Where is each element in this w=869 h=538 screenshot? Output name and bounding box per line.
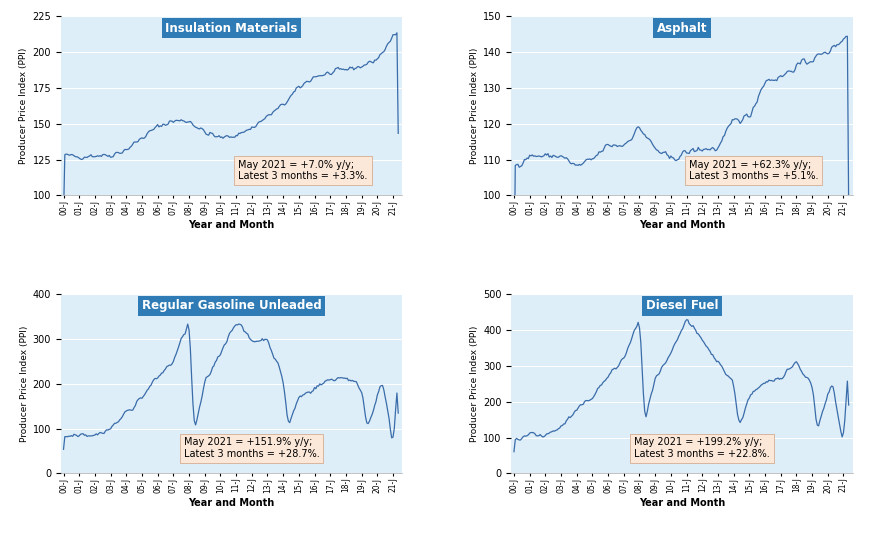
- X-axis label: Year and Month: Year and Month: [189, 221, 275, 230]
- Text: May 2021 = +151.9% y/y;
Latest 3 months = +28.7%.: May 2021 = +151.9% y/y; Latest 3 months …: [183, 437, 319, 459]
- Text: Diesel Fuel: Diesel Fuel: [645, 300, 718, 313]
- X-axis label: Year and Month: Year and Month: [638, 498, 724, 508]
- Y-axis label: Producer Price Index (PPI): Producer Price Index (PPI): [469, 48, 479, 164]
- Text: Regular Gasoline Unleaded: Regular Gasoline Unleaded: [142, 300, 321, 313]
- Y-axis label: Producer Price Index (PPI): Producer Price Index (PPI): [19, 48, 28, 164]
- Text: May 2021 = +199.2% y/y;
Latest 3 months = +22.8%.: May 2021 = +199.2% y/y; Latest 3 months …: [634, 437, 769, 459]
- Text: Asphalt: Asphalt: [656, 22, 706, 34]
- Text: May 2021 = +7.0% y/y;
Latest 3 months = +3.3%.: May 2021 = +7.0% y/y; Latest 3 months = …: [238, 160, 368, 181]
- X-axis label: Year and Month: Year and Month: [638, 221, 724, 230]
- Y-axis label: Producer Price Index (PPI): Producer Price Index (PPI): [19, 325, 29, 442]
- X-axis label: Year and Month: Year and Month: [189, 498, 275, 508]
- Text: Insulation Materials: Insulation Materials: [165, 22, 297, 34]
- Y-axis label: Producer Price Index (PPI): Producer Price Index (PPI): [469, 325, 479, 442]
- Text: May 2021 = +62.3% y/y;
Latest 3 months = +5.1%.: May 2021 = +62.3% y/y; Latest 3 months =…: [688, 160, 818, 181]
